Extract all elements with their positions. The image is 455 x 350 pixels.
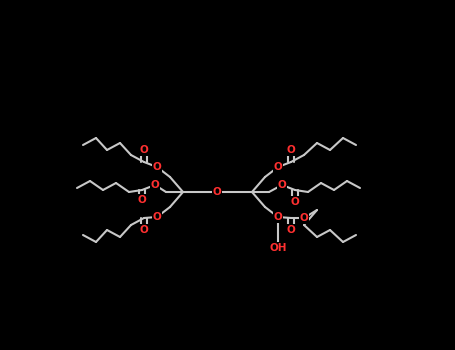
Text: O: O <box>273 162 283 172</box>
Text: O: O <box>140 225 148 235</box>
Text: O: O <box>291 197 299 207</box>
Text: O: O <box>137 195 147 205</box>
Text: O: O <box>152 212 162 222</box>
Text: O: O <box>287 145 295 155</box>
Text: O: O <box>140 145 148 155</box>
Text: O: O <box>212 187 222 197</box>
Text: O: O <box>152 162 162 172</box>
Text: O: O <box>273 212 283 222</box>
Text: O: O <box>278 180 286 190</box>
Text: O: O <box>300 213 308 223</box>
Text: O: O <box>151 180 159 190</box>
Text: OH: OH <box>269 243 287 253</box>
Text: O: O <box>287 225 295 235</box>
